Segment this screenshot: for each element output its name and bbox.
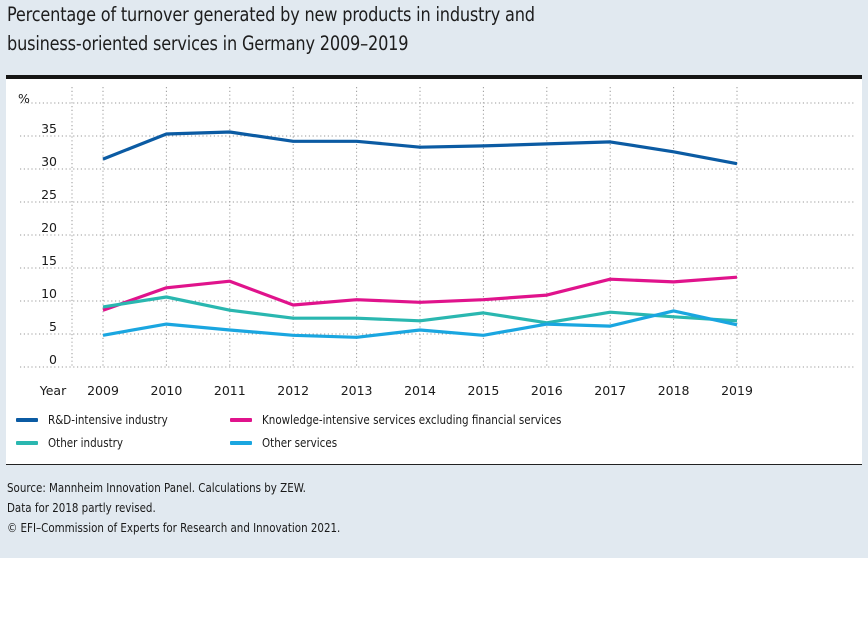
x-tick-label: 2015	[467, 383, 499, 398]
legend-swatch	[16, 417, 38, 422]
series-line-1	[102, 275, 738, 312]
chart-title: Percentage of turnover generated by new …	[7, 0, 725, 58]
source-line-1: Source: Mannheim Innovation Panel. Calcu…	[7, 481, 306, 495]
source-line-3: © EFI–Commission of Experts for Research…	[7, 521, 341, 535]
y-tick-label: 35	[41, 121, 57, 136]
legend-label: Other services	[262, 435, 338, 450]
figure-panel: Percentage of turnover generated by new …	[0, 0, 868, 558]
x-tick-label: 2012	[277, 383, 309, 398]
source-note: Source: Mannheim Innovation Panel. Calcu…	[7, 478, 365, 538]
x-axis-ticks: Year 2009 2010 2011 2012 2013 2014 2015 2016 2017…	[39, 383, 753, 398]
y-tick-label: 15	[41, 253, 57, 268]
legend-label: Knowledge-intensive services excluding f…	[262, 412, 562, 427]
legend-label: Other industry	[48, 435, 124, 450]
y-tick-label: 10	[41, 286, 57, 301]
series-lines	[102, 130, 738, 339]
legend-item-other-industry: Other industry	[16, 435, 130, 450]
y-tick-label: 25	[41, 187, 57, 202]
legend-swatch	[230, 417, 252, 422]
chart-title-line-1: Percentage of turnover generated by new …	[7, 3, 535, 26]
x-tick-label: 2019	[721, 383, 753, 398]
x-tick-label: 2016	[531, 383, 563, 398]
x-tick-label: 2009	[87, 383, 119, 398]
chart-title-line-2: business-oriented services in Germany 20…	[7, 32, 409, 55]
x-tick-label: 2013	[341, 383, 373, 398]
legend-item-rd-intensive-industry: R&D-intensive industry	[16, 412, 178, 427]
legend-swatch	[16, 440, 38, 445]
chart-area: 0 5 10 15 20 25 30 35% Year 2009 2010 2011 2012 2013…	[6, 75, 862, 465]
line-chart: 0 5 10 15 20 25 30 35% Year 2009 2010 2011 2012 2013…	[18, 87, 856, 398]
x-tick-label: 2018	[658, 383, 690, 398]
y-tick-label: 30	[41, 154, 57, 169]
source-line-2: Data for 2018 partly revised.	[7, 501, 156, 515]
x-tick-label: 2014	[404, 383, 436, 398]
legend-item-knowledge-intensive-services: Knowledge-intensive services excluding f…	[230, 412, 587, 427]
y-axis-label: %	[18, 91, 30, 106]
x-tick-label: 2010	[150, 383, 182, 398]
legend-item-other-services: Other services	[230, 435, 344, 450]
x-tick-label: 2011	[214, 383, 246, 398]
x-tick-label: 2017	[594, 383, 626, 398]
y-axis-ticks: 0 5 10 15 20 25 30 35%	[18, 91, 57, 367]
y-tick-label: 5	[49, 319, 57, 334]
legend-swatch	[230, 440, 252, 445]
legend-label: R&D-intensive industry	[48, 412, 168, 427]
x-axis-label: Year	[39, 383, 67, 398]
y-tick-label: 0	[49, 352, 57, 367]
y-tick-label: 20	[41, 220, 57, 235]
